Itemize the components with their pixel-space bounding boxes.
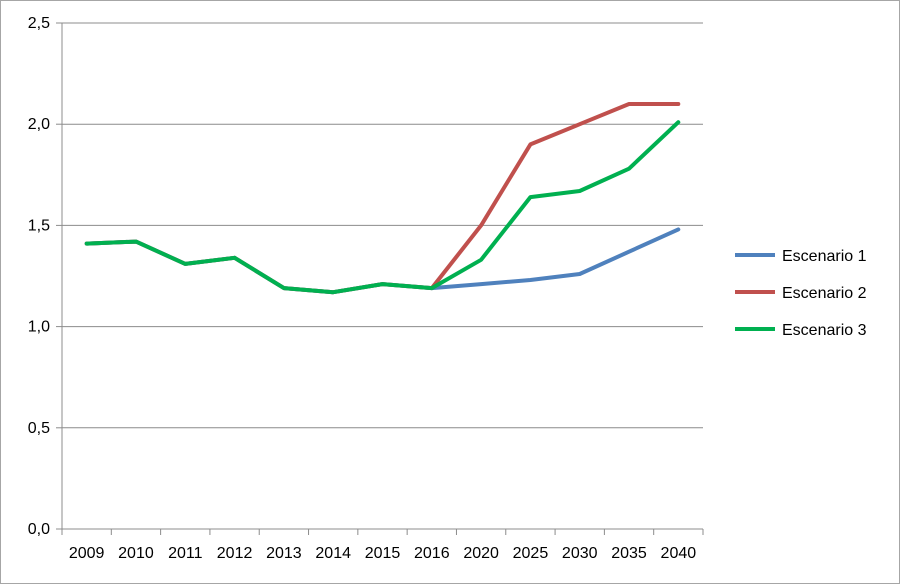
legend-label-3: Escenario 3 — [782, 322, 867, 339]
legend: Escenario 1 Escenario 2 Escenario 3 — [735, 248, 867, 339]
series-lines — [84, 102, 681, 295]
y-tick-label: 1,0 — [28, 319, 50, 336]
y-tick-label: 2,0 — [28, 116, 50, 133]
x-tick-label: 2013 — [266, 545, 302, 562]
x-tick-label: 2009 — [69, 545, 105, 562]
x-tick-label: 2025 — [513, 545, 549, 562]
y-tick-label: 0,5 — [28, 420, 50, 437]
axes: 0,0 0,5 1,0 1,5 2,0 2,5 2009 2010 2011 2012 2013 20… — [28, 15, 704, 562]
legend-label-1: Escenario 1 — [782, 248, 867, 265]
y-tick-label: 2,5 — [28, 15, 50, 32]
y-tick-label: 1,5 — [28, 217, 50, 234]
x-tick-label: 2011 — [168, 545, 203, 562]
x-tick-label: 2030 — [562, 545, 598, 562]
x-tick-label: 2014 — [315, 545, 351, 562]
series-line-3 — [84, 120, 681, 295]
x-tick-label: 2016 — [414, 545, 450, 562]
x-tick-label: 2035 — [611, 545, 647, 562]
series-line-2 — [84, 102, 681, 295]
gridlines — [62, 22, 703, 429]
x-tick-label: 2015 — [365, 545, 401, 562]
x-tick-label: 2020 — [463, 545, 499, 562]
y-tick-label: 0,0 — [28, 521, 50, 538]
legend-label-2: Escenario 2 — [782, 285, 867, 302]
x-tick-label: 2010 — [118, 545, 154, 562]
x-tick-label: 2012 — [217, 545, 253, 562]
x-tick-label: 2040 — [661, 545, 697, 562]
